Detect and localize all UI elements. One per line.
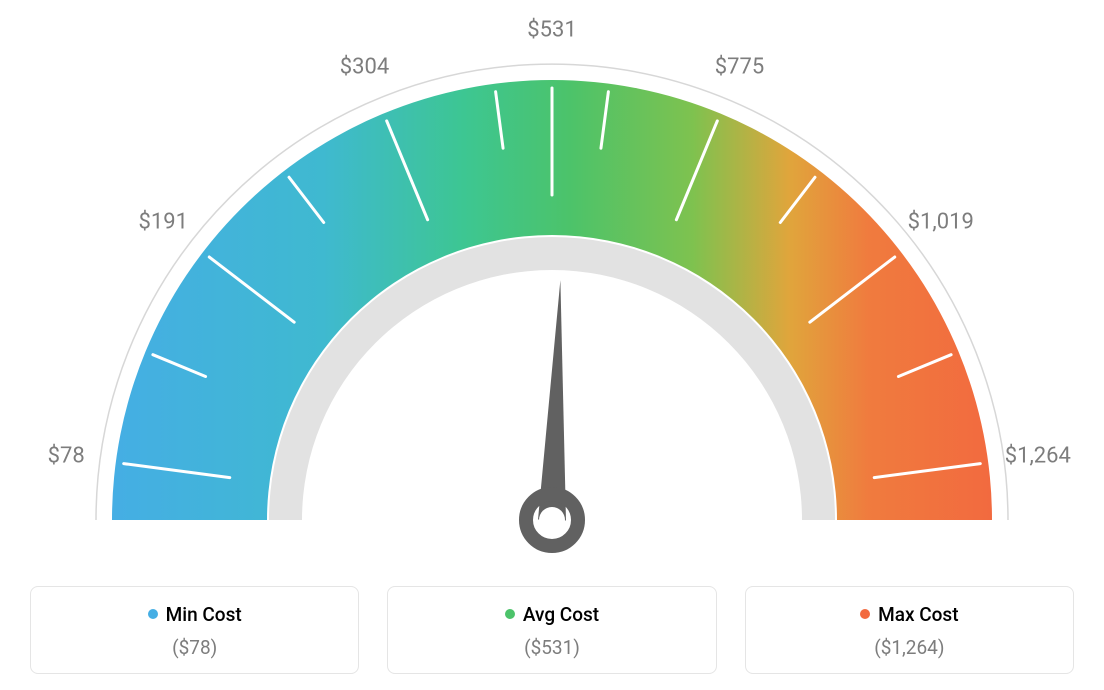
legend-card-max: Max Cost ($1,264): [745, 586, 1074, 674]
dot-icon: [148, 609, 158, 619]
legend-title-max: Max Cost: [860, 603, 958, 626]
legend-card-avg: Avg Cost ($531): [387, 586, 716, 674]
gauge-tick-label: $78: [48, 444, 85, 469]
gauge-tick-label: $191: [139, 209, 188, 234]
dot-icon: [505, 609, 515, 619]
dot-icon: [860, 609, 870, 619]
legend-label-min: Min Cost: [166, 603, 242, 626]
cost-gauge: $78 $191 $304 $531 $775 $1,019 $1,264: [0, 0, 1104, 560]
legend-title-min: Min Cost: [148, 603, 242, 626]
legend-row: Min Cost ($78) Avg Cost ($531) Max Cost …: [0, 586, 1104, 674]
legend-label-max: Max Cost: [878, 603, 958, 626]
gauge-tick-label: $304: [340, 55, 389, 80]
legend-value-avg: ($531): [406, 636, 697, 659]
gauge-tick-label: $1,264: [1005, 444, 1071, 469]
gauge-svg: [0, 0, 1104, 560]
gauge-tick-label: $775: [715, 55, 764, 80]
legend-card-min: Min Cost ($78): [30, 586, 359, 674]
gauge-tick-label: $531: [527, 18, 576, 43]
gauge-tick-label: $1,019: [908, 209, 974, 234]
legend-value-max: ($1,264): [764, 636, 1055, 659]
legend-label-avg: Avg Cost: [523, 603, 599, 626]
legend-value-min: ($78): [49, 636, 340, 659]
legend-title-avg: Avg Cost: [505, 603, 599, 626]
